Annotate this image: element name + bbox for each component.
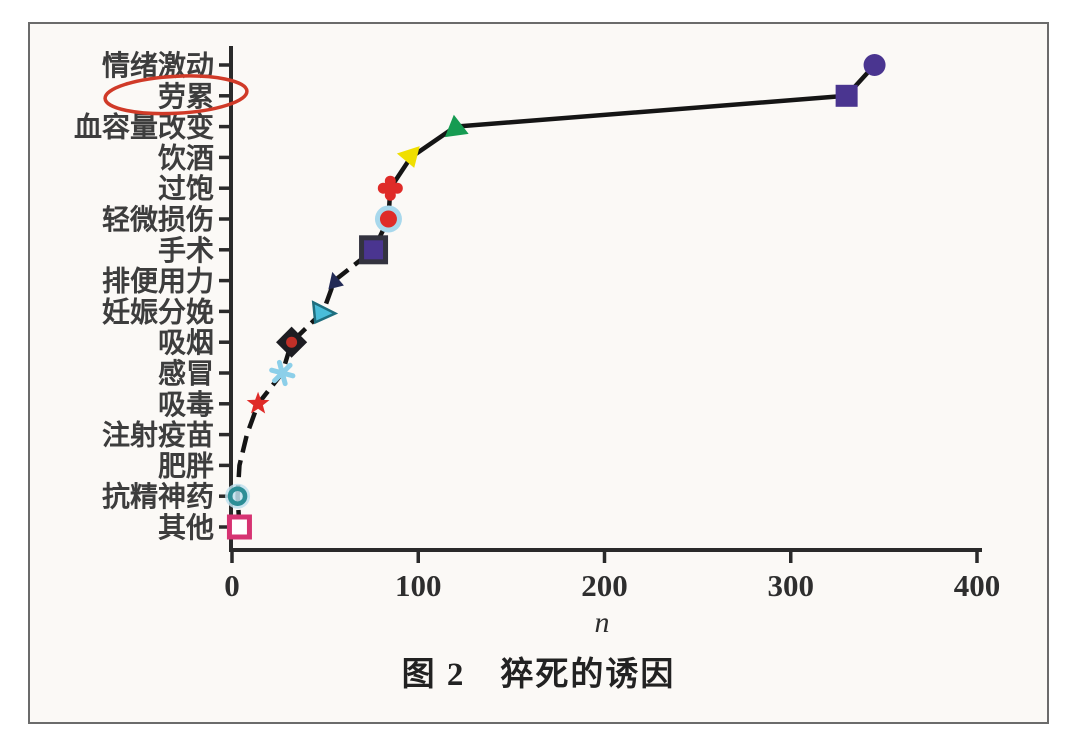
category-label-11: 吸毒 — [158, 389, 214, 421]
x-tick-label-4: 400 — [954, 568, 1001, 603]
category-label-6: 手术 — [158, 235, 214, 267]
category-label-8: 妊娠分娩 — [102, 296, 214, 328]
sudden-death-triggers-chart: 情绪激动劳累血容量改变饮酒过饱轻微损伤手术排便用力妊娠分娩吸烟感冒吸毒注射疫苗肥… — [74, 46, 1001, 639]
data-point-marker-4 — [377, 175, 403, 201]
data-point-marker-7 — [328, 271, 344, 290]
category-label-9: 吸烟 — [158, 327, 214, 359]
data-point-marker-1 — [835, 84, 858, 107]
category-label-2: 血容量改变 — [74, 111, 214, 144]
data-point-marker-8 — [311, 300, 339, 325]
data-point-marker-10 — [269, 359, 296, 387]
data-point-marker-6 — [359, 235, 389, 265]
x-tick-label-3: 300 — [768, 568, 815, 603]
data-point-marker-11 — [246, 391, 270, 414]
data-point-marker-14 — [225, 483, 251, 509]
category-label-7: 排便用力 — [102, 266, 214, 298]
category-label-5: 轻微损伤 — [102, 204, 214, 236]
trend-line-dashed — [235, 248, 375, 528]
data-point-marker-0 — [863, 54, 886, 76]
category-label-4: 过饱 — [158, 173, 214, 205]
category-label-14: 抗精神药 — [102, 480, 214, 513]
category-label-10: 感冒 — [158, 358, 214, 390]
data-point-marker-3 — [396, 146, 420, 168]
category-label-13: 肥胖 — [158, 450, 214, 482]
annotation-ellipse — [103, 74, 249, 116]
data-point-marker-2 — [444, 114, 469, 138]
category-label-15: 其他 — [158, 512, 214, 544]
trend-line-solid — [371, 62, 877, 253]
data-point-marker-15 — [226, 514, 252, 540]
data-point-marker-9 — [276, 326, 308, 358]
axes — [219, 46, 982, 563]
category-label-12: 注射疫苗 — [102, 419, 214, 452]
category-label-3: 饮酒 — [157, 142, 214, 174]
figure-border-frame — [28, 22, 1049, 724]
x-axis-label: n — [595, 606, 610, 639]
x-tick-label-2: 200 — [581, 568, 628, 603]
category-label-1: 劳累 — [158, 81, 214, 113]
x-tick-label-0: 0 — [224, 568, 240, 603]
x-tick-label-1: 100 — [395, 568, 442, 603]
figure-caption: 图 2 猝死的诱因 — [401, 657, 676, 693]
data-point-marker-5 — [374, 205, 402, 233]
